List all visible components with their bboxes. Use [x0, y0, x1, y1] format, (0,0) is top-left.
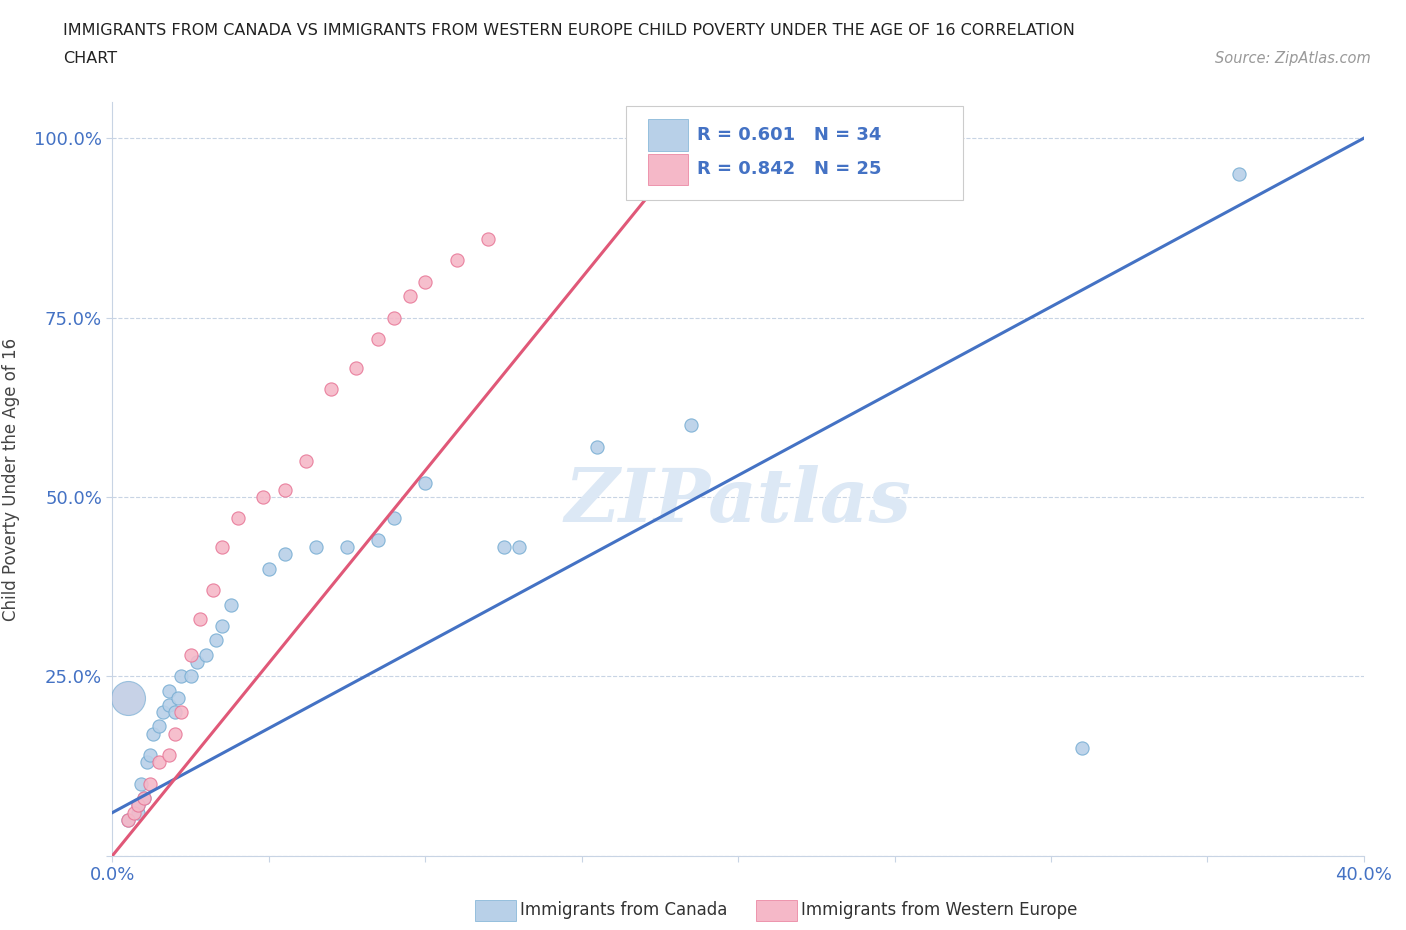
- Point: [117, 812, 139, 827]
- Point: [398, 288, 420, 303]
- Point: [157, 698, 180, 712]
- Point: [415, 475, 437, 490]
- Point: [170, 705, 193, 720]
- Point: [124, 805, 146, 820]
- Point: [477, 232, 499, 246]
- Point: [367, 533, 389, 548]
- Point: [135, 755, 157, 770]
- Point: [148, 719, 170, 734]
- Point: [152, 705, 174, 720]
- Point: [221, 597, 243, 612]
- Point: [336, 539, 359, 554]
- Point: [139, 748, 162, 763]
- Point: [132, 790, 155, 805]
- Point: [1227, 166, 1250, 181]
- Text: IMMIGRANTS FROM CANADA VS IMMIGRANTS FROM WESTERN EUROPE CHILD POVERTY UNDER THE: IMMIGRANTS FROM CANADA VS IMMIGRANTS FRO…: [63, 23, 1076, 38]
- Point: [211, 539, 233, 554]
- Point: [163, 705, 186, 720]
- Text: R = 0.842   N = 25: R = 0.842 N = 25: [697, 160, 882, 179]
- Y-axis label: Child Poverty Under the Age of 16: Child Poverty Under the Age of 16: [3, 338, 20, 620]
- Point: [446, 253, 468, 268]
- Point: [211, 618, 233, 633]
- Point: [1071, 740, 1094, 755]
- Point: [129, 777, 152, 791]
- Point: [127, 798, 149, 813]
- Point: [226, 511, 249, 525]
- Point: [195, 647, 218, 662]
- Point: [295, 454, 318, 469]
- Point: [204, 633, 226, 648]
- FancyBboxPatch shape: [648, 119, 688, 151]
- Text: Source: ZipAtlas.com: Source: ZipAtlas.com: [1215, 51, 1371, 66]
- Point: [346, 360, 368, 375]
- Point: [127, 805, 149, 820]
- Point: [186, 655, 208, 670]
- Point: [167, 690, 190, 705]
- Point: [157, 748, 180, 763]
- Point: [252, 489, 274, 504]
- Point: [148, 755, 170, 770]
- FancyBboxPatch shape: [626, 106, 963, 200]
- Text: R = 0.601   N = 34: R = 0.601 N = 34: [697, 126, 882, 144]
- Point: [180, 669, 202, 684]
- Point: [117, 812, 139, 827]
- Point: [157, 684, 180, 698]
- Point: [586, 439, 609, 454]
- Point: [367, 332, 389, 347]
- Point: [170, 669, 193, 684]
- Point: [273, 483, 295, 498]
- Point: [132, 790, 155, 805]
- Point: [117, 690, 139, 705]
- Point: [681, 418, 703, 432]
- Text: Immigrants from Canada: Immigrants from Canada: [520, 901, 727, 920]
- Point: [127, 798, 149, 813]
- Point: [382, 310, 405, 325]
- Point: [415, 274, 437, 289]
- Point: [321, 382, 343, 397]
- Point: [188, 611, 211, 626]
- Point: [142, 726, 165, 741]
- Text: Immigrants from Western Europe: Immigrants from Western Europe: [801, 901, 1078, 920]
- Text: CHART: CHART: [63, 51, 117, 66]
- Text: ZIPatlas: ZIPatlas: [565, 465, 911, 538]
- Point: [492, 539, 515, 554]
- Point: [508, 539, 530, 554]
- Point: [180, 647, 202, 662]
- FancyBboxPatch shape: [648, 153, 688, 185]
- Point: [201, 583, 224, 598]
- Point: [382, 511, 405, 525]
- Point: [163, 726, 186, 741]
- Point: [257, 561, 280, 576]
- Point: [139, 777, 162, 791]
- Point: [273, 547, 295, 562]
- Point: [305, 539, 328, 554]
